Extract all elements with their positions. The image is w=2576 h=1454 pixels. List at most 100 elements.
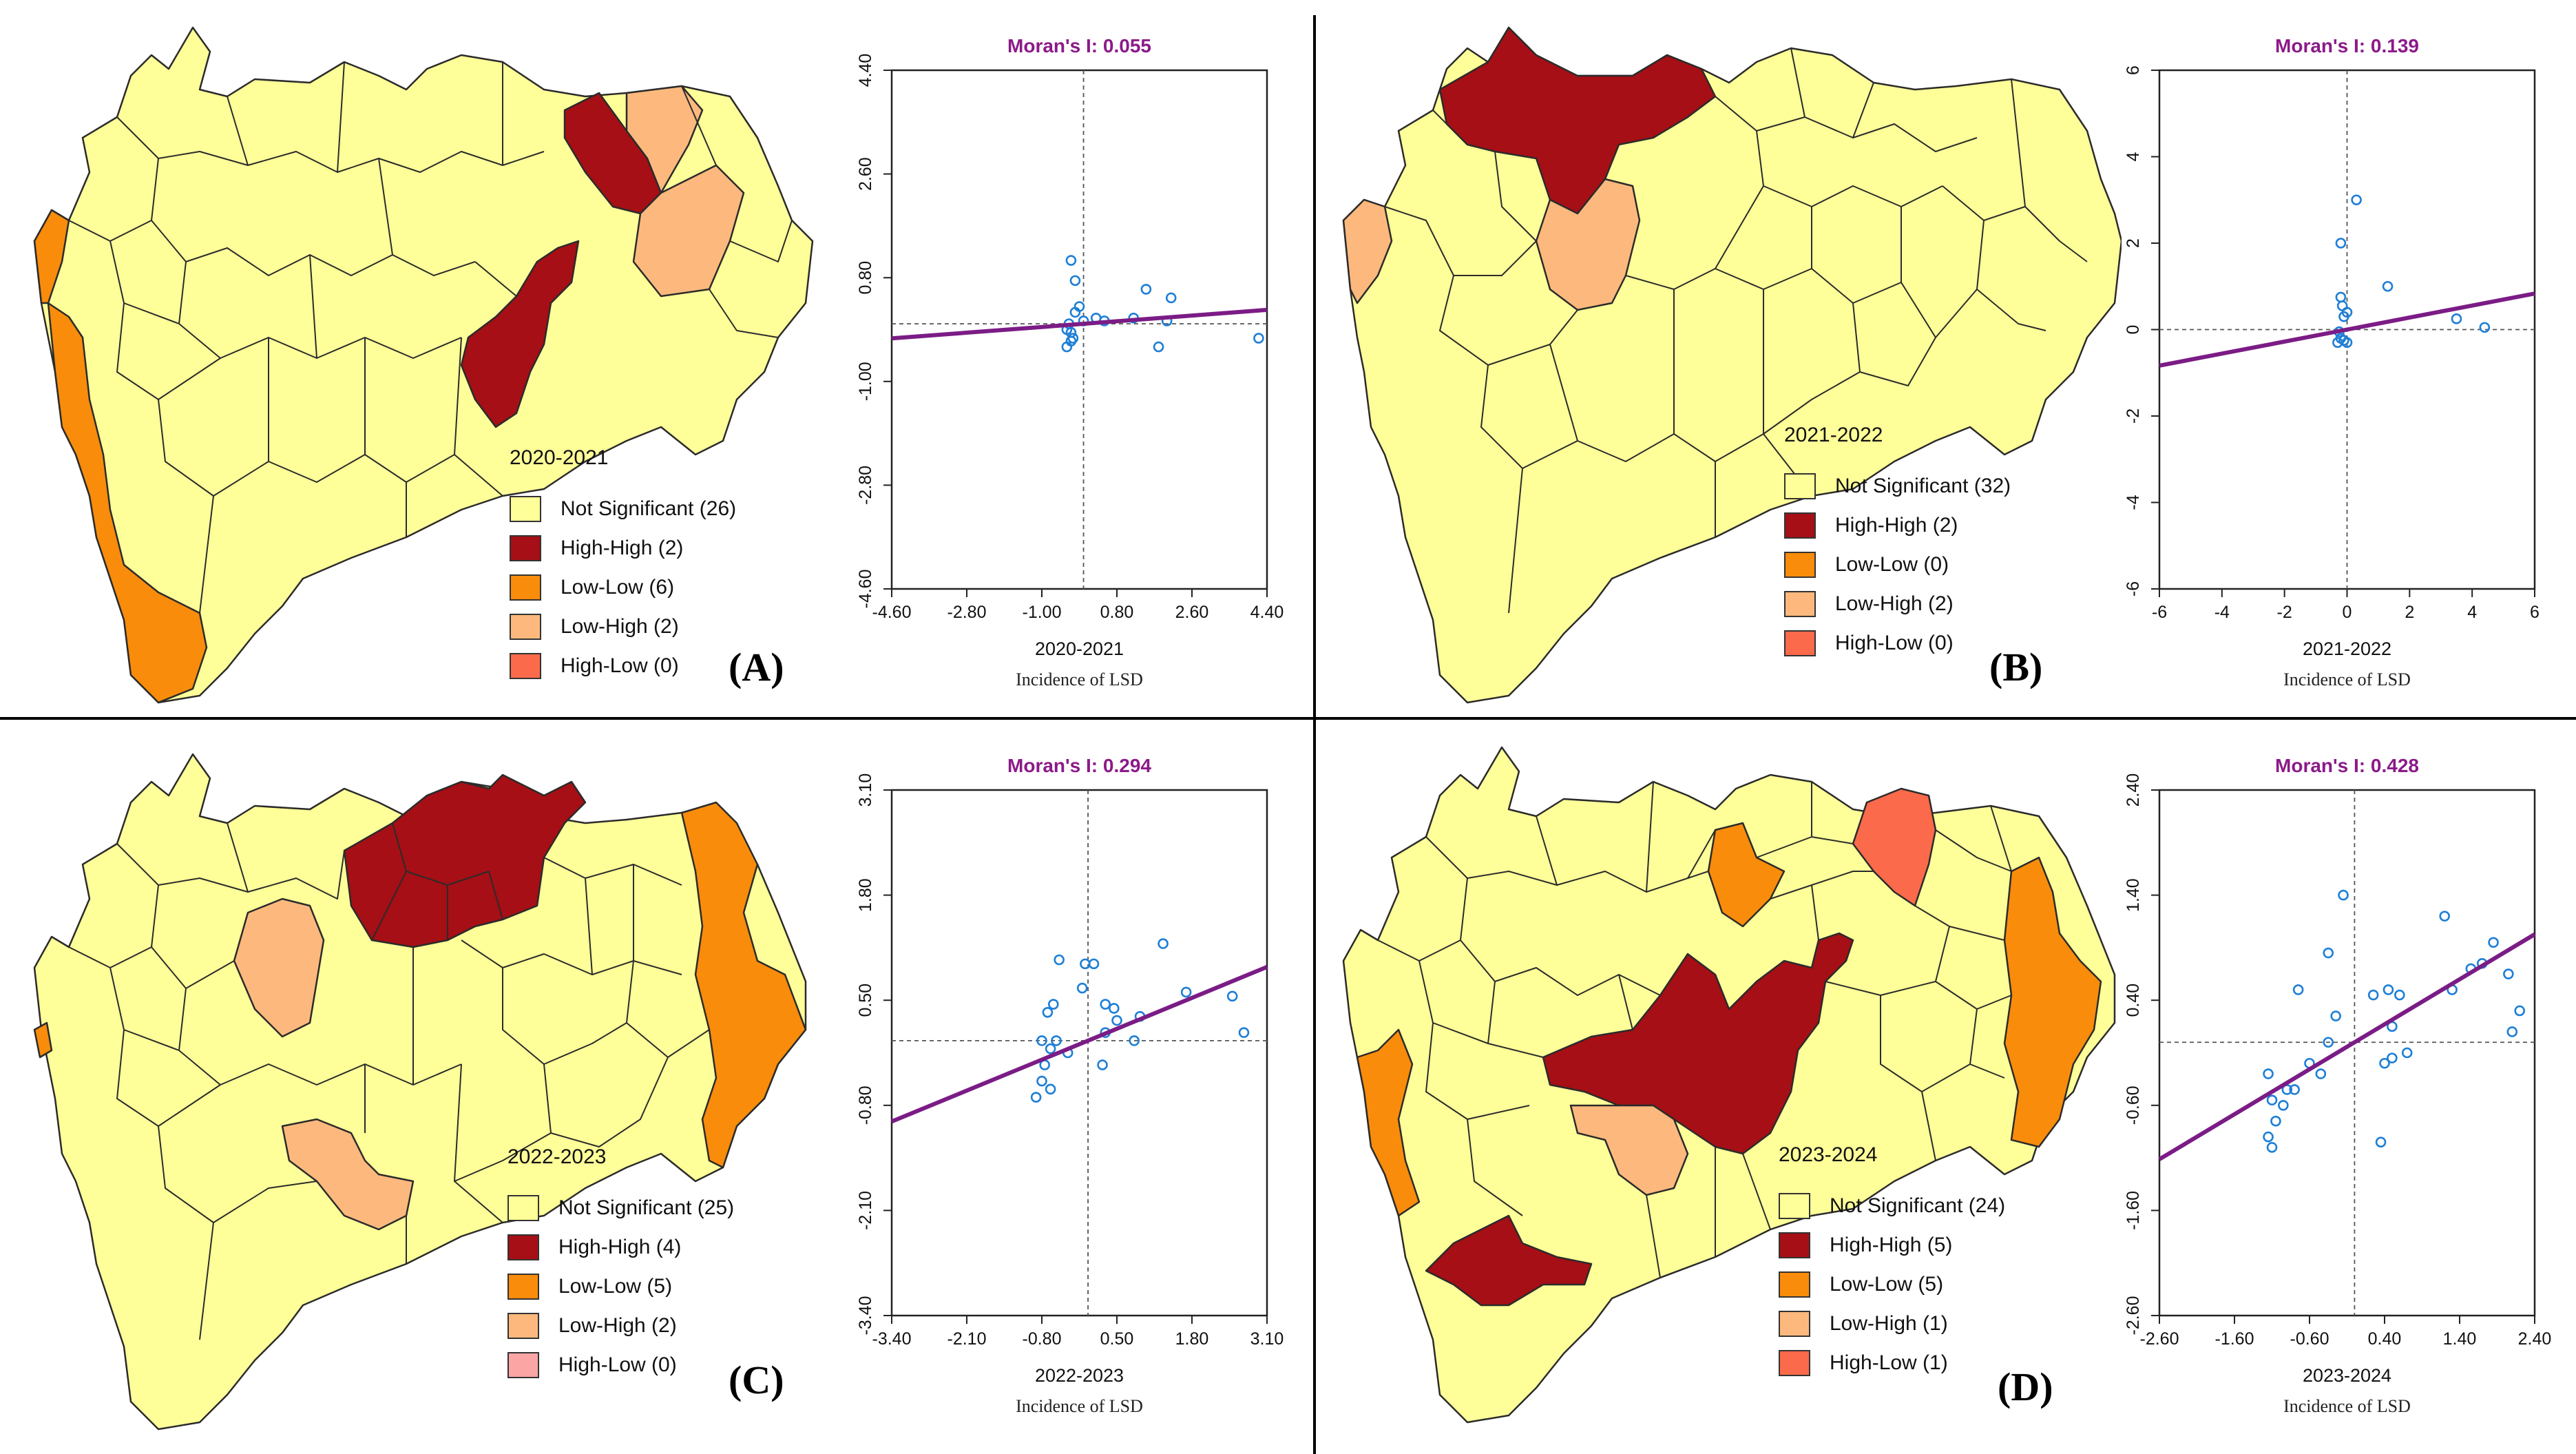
x-tick-label: -1.00 (1023, 603, 1062, 622)
data-point (1153, 341, 1164, 353)
x-axis-title: 2020-2021 (1035, 638, 1124, 659)
map-region-low-low (680, 801, 807, 1169)
x-tick-label: 0.50 (1100, 1329, 1134, 1349)
y-tick-label: 0.50 (856, 984, 875, 1017)
panel-label: (C) (729, 1358, 784, 1402)
legend: 2022-2023 Not Significant (25) High-High… (507, 1145, 769, 1393)
legend-label: Low-High (1) (1830, 1312, 1948, 1335)
moran-i-label: Moran's I: 0.139 (2275, 35, 2419, 56)
legend-label: High-Low (0) (1835, 632, 1954, 654)
map-region-low-high (1342, 198, 1393, 304)
data-point (2514, 1005, 2526, 1017)
x-tick-label: 1.40 (2443, 1329, 2477, 1349)
legend-swatch (1784, 552, 1816, 578)
data-point (1080, 958, 1091, 970)
moran-i-label: Moran's I: 0.294 (1007, 755, 1151, 776)
x-tick-label: -2.60 (2140, 1329, 2179, 1349)
x-tick-label: -3.40 (872, 1329, 912, 1349)
data-point (2330, 1010, 2341, 1021)
y-tick-label: -6 (2124, 581, 2143, 596)
x-axis-title: 2022-2023 (1035, 1365, 1124, 1386)
x-axis-caption: Incidence of LSD (2283, 669, 2411, 689)
data-point (2379, 1057, 2390, 1069)
panel-label: (D) (1998, 1364, 2053, 1409)
legend-title: 2022-2023 (507, 1145, 607, 1168)
data-point (1097, 1059, 1108, 1070)
legend-label: High-High (5) (1830, 1234, 1953, 1256)
x-tick-label: -6 (2152, 603, 2167, 622)
data-point (2263, 1131, 2274, 1143)
map-region-low-high (233, 897, 325, 1038)
data-point (1054, 954, 1065, 966)
y-tick-label: -0.80 (856, 1086, 875, 1125)
data-point (1061, 341, 1073, 353)
y-tick-label: -1.00 (856, 362, 875, 401)
x-tick-label: 1.80 (1175, 1329, 1209, 1349)
y-tick-label: 0.80 (856, 261, 875, 295)
data-point (1129, 1035, 1140, 1046)
map-region-low-low (47, 302, 208, 704)
legend-label: High-High (4) (558, 1236, 682, 1258)
data-point (1067, 333, 1079, 344)
data-point (2292, 984, 2304, 995)
data-point (2289, 1084, 2301, 1095)
data-point (1088, 958, 1100, 970)
data-point (2315, 1068, 2327, 1079)
plot-frame (2158, 789, 2536, 1317)
y-tick-label: -2.80 (856, 466, 875, 505)
data-point (2335, 238, 2347, 249)
x-tick-label: -2 (2277, 603, 2292, 622)
legend-label: Low-Low (5) (1830, 1273, 1944, 1296)
x-tick-label: 2.60 (1175, 603, 1209, 622)
data-point (2323, 1037, 2334, 1048)
data-point (1100, 999, 1111, 1010)
data-point (2488, 937, 2499, 948)
legend-label: Low-High (2) (558, 1314, 677, 1337)
map-maharashtra-2022-2023 (33, 753, 807, 1431)
data-point (2266, 1142, 2278, 1153)
moran-scatterplot: Moran's I: 0.055 -4.60 -2.80 -1.00 0.80 2.60 4… (856, 35, 1284, 689)
x-tick-label: 0.80 (1100, 603, 1134, 622)
data-point (2401, 1047, 2413, 1059)
y-tick-label: -2 (2124, 408, 2143, 424)
x-axis-caption: Incidence of LSD (2283, 1396, 2411, 1416)
data-point (2375, 1136, 2387, 1148)
legend-swatch (1784, 591, 1816, 617)
legend-label: High-High (2) (1835, 514, 1958, 537)
legend-label: Not Significant (32) (1835, 475, 2011, 497)
y-tick-label: -2.60 (2124, 1296, 2143, 1336)
x-tick-label: 2.40 (2518, 1329, 2552, 1349)
legend-swatch (1784, 473, 1816, 499)
panel-a: 2020-2021 Not Significant (26) High-High… (0, 0, 1313, 717)
legend-label: Not Significant (26) (561, 497, 737, 520)
data-point (2382, 280, 2394, 292)
data-point (2351, 194, 2362, 206)
legend-swatch (507, 1195, 539, 1221)
y-tick-label: 1.40 (2124, 878, 2143, 912)
legend-swatch (507, 1234, 539, 1260)
regression-line (2158, 932, 2536, 1161)
legend-swatch (510, 535, 541, 561)
panel-label: (B) (1989, 645, 2043, 689)
data-point (1111, 1015, 1122, 1026)
legend-swatch (510, 574, 541, 601)
data-point (1158, 938, 1169, 949)
data-point (1074, 301, 1085, 312)
x-tick-label: -4.60 (872, 603, 912, 622)
legend-swatch (507, 1313, 539, 1339)
map-region-low-low (33, 209, 70, 304)
moran-scatterplot: Moran's I: 0.139 -6 -4 -2 0 2 4 6 -6 -4 -2 0 2 4 6 2021… (2124, 35, 2540, 689)
x-tick-label: 4 (2467, 603, 2477, 622)
map-region-high-high (460, 240, 580, 428)
x-axis-title: 2021-2022 (2303, 638, 2391, 659)
data-point (1076, 982, 1088, 994)
x-tick-label: -0.80 (1023, 1329, 1062, 1349)
x-axis-caption: Incidence of LSD (1016, 1396, 1143, 1416)
legend-label: High-Low (0) (558, 1353, 677, 1376)
x-tick-label: -2.10 (947, 1329, 987, 1349)
data-point (2278, 1099, 2289, 1111)
legend-label: Low-High (2) (1835, 592, 1954, 615)
data-point (1045, 1043, 1056, 1055)
y-tick-label: 6 (2124, 65, 2143, 75)
map-region-low-high (281, 1118, 415, 1231)
